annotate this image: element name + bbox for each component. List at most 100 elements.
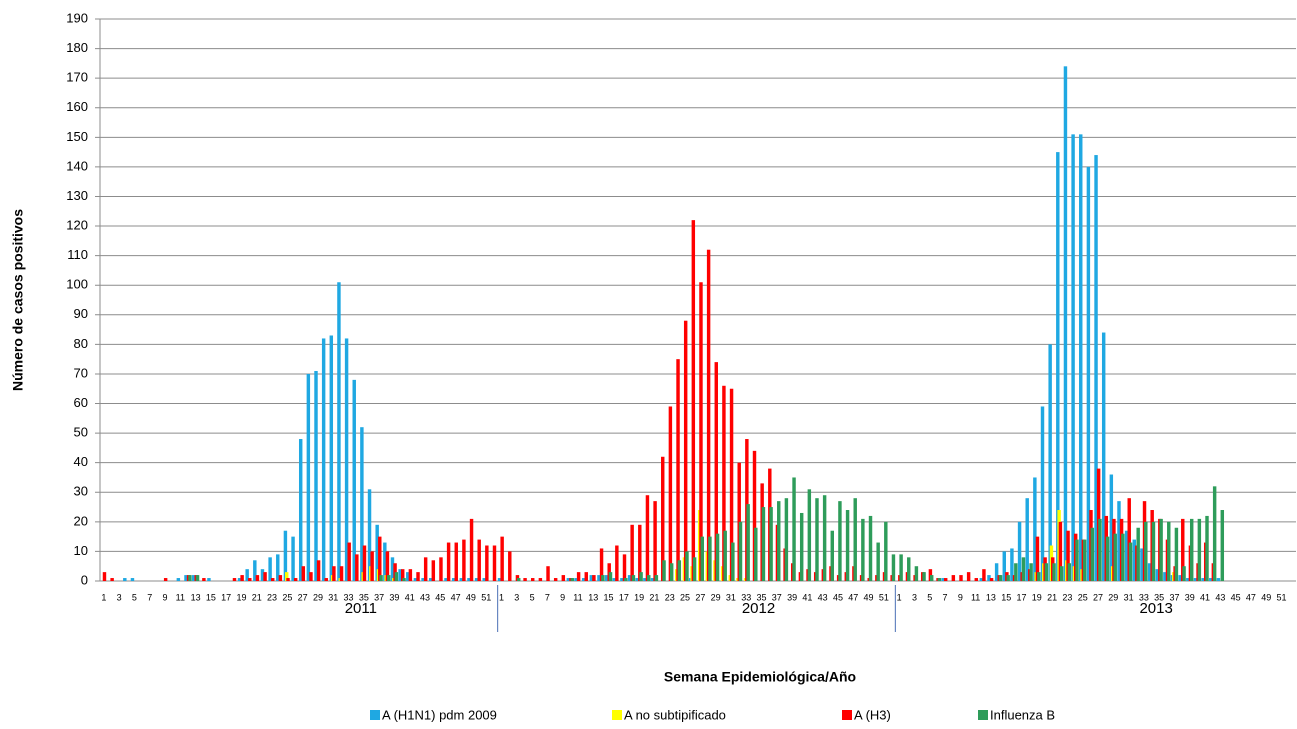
bar [467,578,471,581]
bar [1090,527,1095,581]
bar [1021,557,1026,581]
bar [1182,566,1186,581]
bar [191,575,196,581]
bar [645,495,650,581]
x-tick-label: 19 [634,592,644,602]
bar [188,575,192,581]
x-tick-label: 21 [1047,592,1057,602]
bar [1181,518,1185,581]
bar [553,578,558,581]
bar [715,533,720,581]
bar [546,566,550,581]
bar [339,566,344,581]
bar [408,569,413,581]
bar [1163,572,1167,581]
bar [868,515,873,581]
y-tick-label: 160 [66,99,88,114]
bar [260,569,265,581]
bar [676,359,680,581]
bar [792,477,796,581]
bar [1066,530,1070,581]
bar [994,563,999,581]
bar [523,578,527,581]
bar [477,539,481,581]
bar [202,578,206,581]
bar [517,578,521,581]
x-tick-label: 43 [420,592,430,602]
bar [352,379,356,581]
x-axis-title: Semana Epidemiológica/Año [664,669,856,685]
bar [379,575,383,581]
bar [360,427,364,581]
y-tick-label: 0 [81,572,88,587]
x-tick-label: 33 [1139,592,1149,602]
bar [451,578,456,581]
bar [941,578,945,581]
bar [184,575,188,581]
bar [1128,542,1133,581]
x-tick-label: 11 [971,592,980,602]
x-tick-label: 41 [405,592,415,602]
bar [1209,578,1213,581]
x-tick-label: 37 [1169,592,1179,602]
x-tick-label: 39 [389,592,399,602]
y-tick-label: 70 [74,365,88,380]
bar [385,551,390,581]
bar [1058,521,1063,581]
bar [1216,578,1221,581]
bar [1029,563,1033,581]
bar [123,578,127,581]
bar [706,249,711,581]
year-label: 2012 [742,600,775,617]
bar [1044,563,1049,581]
bar [1052,563,1056,581]
bar [635,578,639,581]
bar [1167,521,1171,581]
x-tick-label: 25 [680,592,690,602]
bar [876,542,880,581]
bar [589,575,594,581]
bar [1186,578,1190,581]
bar [1017,521,1022,581]
bar [1059,566,1064,581]
bar [608,572,613,581]
bar [761,507,766,581]
bar [1075,539,1079,581]
x-tick-label: 7 [147,592,152,602]
bar [286,578,290,581]
x-tick-label: 31 [328,592,338,602]
bar [692,557,697,581]
x-tick-label: 47 [1246,592,1256,602]
bar [245,569,249,581]
bar [421,578,425,581]
y-tick-label: 180 [66,40,88,55]
bar [1205,515,1209,581]
bar [907,557,911,581]
x-tick-label: 21 [649,592,659,602]
x-tick-label: 15 [604,592,614,602]
y-tick-label: 80 [74,336,88,351]
y-tick-label: 120 [66,217,88,232]
bar [439,557,443,581]
bar [822,495,827,581]
legend-label: A (H3) [854,707,891,722]
bar [291,536,295,581]
year-label: 2013 [1139,600,1172,617]
x-tick-label: 13 [191,592,201,602]
bar [163,578,168,581]
bar [998,575,1003,581]
bar [416,572,420,581]
bar [731,542,735,581]
bar [639,572,643,581]
x-tick-label: 51 [481,592,491,602]
bar [1094,155,1098,581]
legend-swatch [842,710,852,720]
x-tick-label: 49 [466,592,476,602]
bar [462,539,466,581]
bar [643,578,647,581]
bar [1082,539,1087,581]
bar [237,578,242,581]
bar [402,578,406,581]
bar [685,551,689,581]
y-tick-label: 60 [74,395,88,410]
